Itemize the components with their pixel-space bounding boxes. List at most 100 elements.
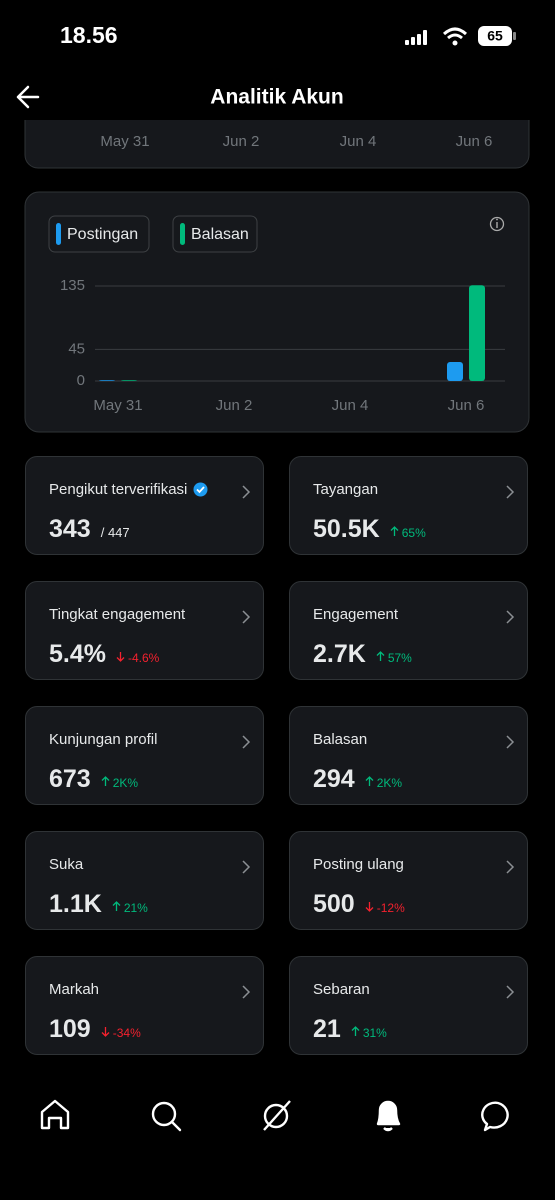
metric-change-value: 2K% — [112, 776, 139, 790]
metric-value: 50.5K — [313, 515, 380, 543]
bar — [447, 362, 463, 381]
metric-value: 2.7K — [313, 640, 366, 668]
metric-change-value: -34% — [112, 1026, 141, 1040]
metric-change: 57% — [376, 651, 412, 665]
wifi-dot — [452, 40, 458, 46]
metric-change-value: 2K% — [376, 776, 403, 790]
verified-badge — [193, 482, 208, 497]
metric-value-row: 343 / 447 — [49, 515, 130, 544]
metric-card[interactable]: Kunjungan profil 673 2K% — [25, 706, 264, 805]
metric-card[interactable]: Markah 109 -34% — [25, 956, 264, 1055]
metric-label: Pengikut terverifikasi — [49, 481, 188, 498]
change-arrow — [351, 1026, 360, 1036]
metric-label: Suka — [49, 856, 84, 873]
nav-home[interactable] — [40, 1099, 70, 1130]
legend-swatch — [56, 223, 61, 245]
change-arrow — [365, 902, 374, 912]
metric-card[interactable]: Engagement 2.7K 57% — [289, 581, 528, 680]
metric-change: 2K% — [365, 776, 402, 790]
back-button[interactable] — [16, 85, 40, 109]
metric-label-row: Balasan — [313, 731, 367, 748]
nav-search[interactable] — [151, 1101, 182, 1132]
metric-change-value: -4.6% — [127, 651, 160, 665]
metric-label: Posting ulang — [313, 856, 404, 873]
metric-change-value: 21% — [123, 901, 148, 915]
info-icon[interactable] — [489, 216, 505, 232]
status-time: 18.56 — [60, 22, 118, 48]
metric-value-row: 109 -34% — [49, 1015, 141, 1044]
metric-change-value: -12% — [376, 901, 405, 915]
legend-swatch — [180, 223, 185, 245]
metric-card[interactable]: Tingkat engagement 5.4% -4.6% — [25, 581, 264, 680]
battery — [478, 26, 512, 46]
battery-tip — [513, 32, 516, 40]
bottom-nav — [40, 1099, 509, 1132]
metric-value-row: 1.1K 21% — [49, 890, 148, 919]
metric-label-row: Engagement — [313, 606, 398, 623]
metric-value: 21 — [313, 1015, 341, 1043]
legend-label: Balasan — [191, 226, 249, 243]
change-arrow — [390, 526, 399, 536]
metric-change: 21% — [112, 901, 148, 915]
metric-change: -4.6% — [116, 651, 159, 665]
nav-notifications[interactable] — [376, 1100, 401, 1132]
legend-item — [48, 215, 150, 253]
strip-x-label: May 31 — [100, 133, 149, 150]
metric-value-row: 500 -12% — [313, 890, 405, 919]
y-tick-label: 135 — [60, 277, 85, 294]
metric-label: Kunjungan profil — [49, 731, 158, 748]
strip-x-label: Jun 4 — [340, 133, 377, 150]
chevron — [506, 985, 515, 999]
metric-label-row: Tayangan — [313, 481, 378, 498]
metric-card[interactable]: Pengikut terverifikasi 343 / 447 — [25, 456, 264, 555]
metric-card[interactable]: Suka 1.1K 21% — [25, 831, 264, 930]
metric-card[interactable]: Balasan 294 2K% — [289, 706, 528, 805]
metric-card[interactable]: Tayangan 50.5K 65% — [289, 456, 528, 555]
metric-value-row: 5.4% -4.6% — [49, 640, 159, 669]
metric-label: Balasan — [313, 731, 368, 748]
metric-label: Markah — [49, 981, 100, 998]
metric-label-row: Posting ulang — [313, 856, 404, 873]
metric-value: 294 — [313, 765, 355, 793]
y-tick-label: 0 — [77, 372, 85, 389]
legend-label: Postingan — [67, 226, 138, 243]
metric-card[interactable]: Posting ulang 500 -12% — [289, 831, 528, 930]
metric-change-value: 31% — [362, 1026, 387, 1040]
metric-change: 31% — [351, 1026, 387, 1040]
change-arrow — [376, 651, 385, 661]
chevron — [242, 735, 251, 749]
chevron — [242, 485, 251, 499]
metric-value-row: 2.7K 57% — [313, 640, 412, 669]
chevron — [506, 485, 515, 499]
metric-label: Tingkat engagement — [49, 606, 186, 623]
wifi-icon — [442, 27, 468, 40]
chevron — [506, 860, 515, 874]
metric-label-row: Sebaran — [313, 981, 370, 998]
chart-card — [24, 191, 530, 433]
bar — [121, 380, 137, 381]
x-tick-label: Jun 2 — [216, 397, 253, 414]
change-arrow — [101, 1027, 110, 1037]
metric-label: Engagement — [313, 606, 399, 623]
battery-level: 65 — [487, 28, 503, 44]
nav-grok[interactable] — [263, 1100, 291, 1131]
metric-label-row: Markah — [49, 981, 99, 998]
metric-label: Tayangan — [313, 481, 379, 498]
change-arrow — [365, 776, 374, 786]
y-tick-label: 45 — [68, 340, 85, 357]
metric-change: -12% — [365, 901, 405, 915]
metric-value: 500 — [313, 890, 355, 918]
metric-label-row: Suka — [49, 856, 83, 873]
nav-messages[interactable] — [481, 1101, 509, 1132]
change-arrow — [101, 776, 110, 786]
metric-label-row: Tingkat engagement — [49, 606, 185, 623]
metric-value-row: 21 31% — [313, 1015, 387, 1044]
chevron — [506, 735, 515, 749]
metric-card[interactable]: Sebaran 21 31% — [289, 956, 528, 1055]
metric-label: Sebaran — [313, 981, 370, 998]
info-icon-dot — [496, 218, 498, 221]
metric-value: 673 — [49, 765, 91, 793]
prev-chart-card — [24, 120, 530, 169]
